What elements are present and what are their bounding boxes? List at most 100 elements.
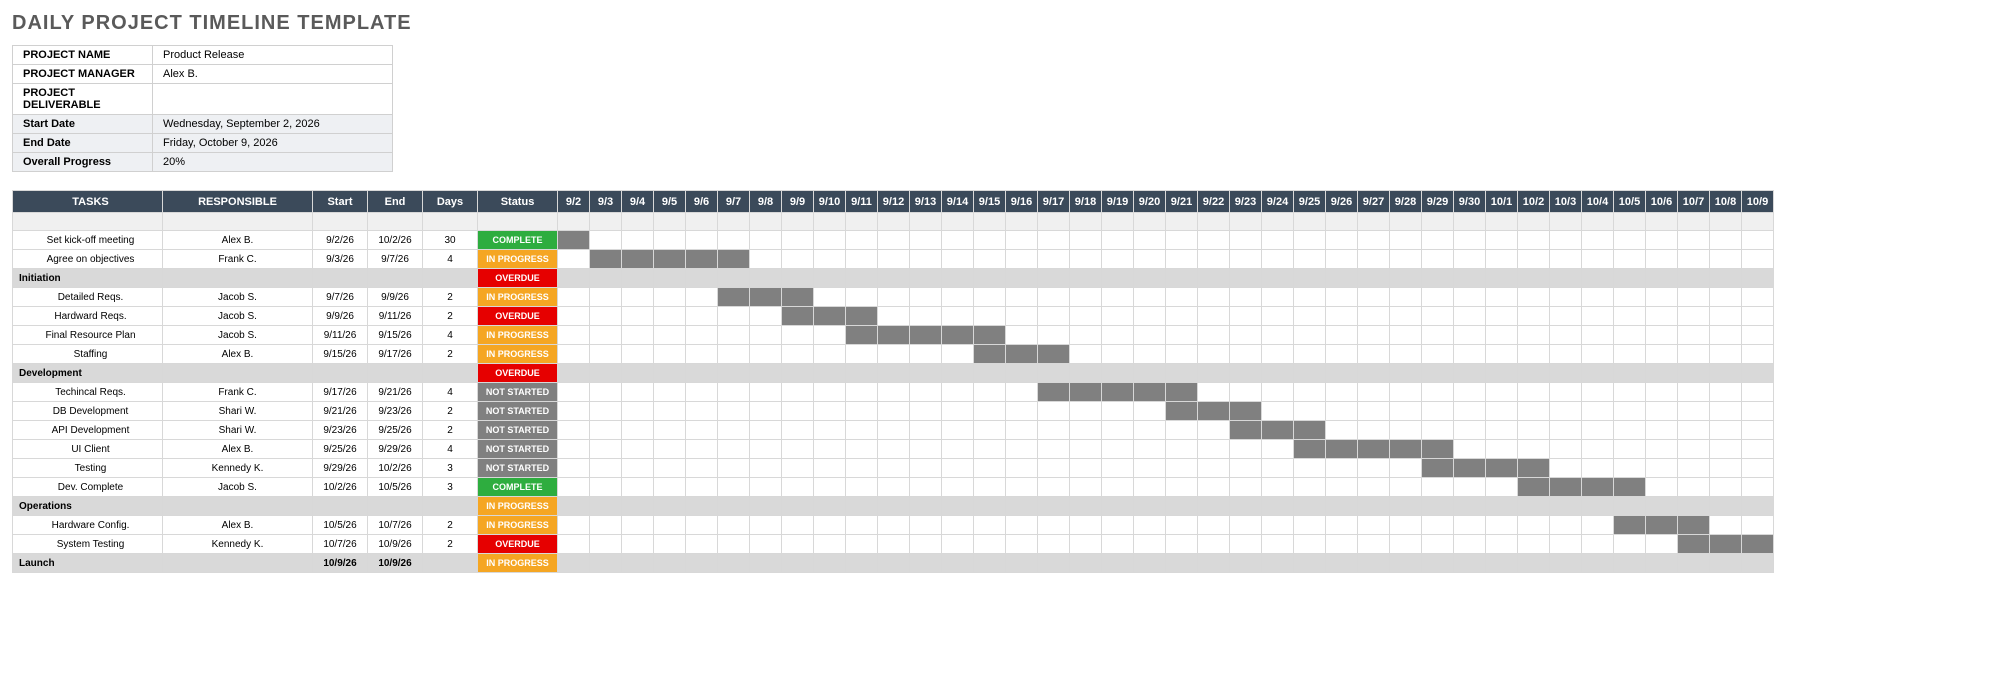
gantt-cell [878,345,910,364]
spacer-cell [1198,213,1230,231]
section-days [423,364,478,383]
task-name[interactable]: Agree on objectives [13,250,163,269]
meta-value[interactable]: Wednesday, September 2, 2026 [153,115,393,134]
task-name[interactable]: Techincal Reqs. [13,383,163,402]
section-status: OVERDUE [478,364,558,383]
gantt-cell [974,478,1006,497]
task-name[interactable]: DB Development [13,402,163,421]
gantt-cell [814,250,846,269]
section-day-cell [1742,269,1774,288]
gantt-bar-cell [1742,535,1774,554]
gantt-bar-cell [1422,440,1454,459]
spacer-cell [942,213,974,231]
gantt-cell [878,307,910,326]
spacer-cell [1582,213,1614,231]
spacer-cell [1006,213,1038,231]
task-name[interactable]: Testing [13,459,163,478]
task-name[interactable]: Hardware Config. [13,516,163,535]
task-status: NOT STARTED [478,440,558,459]
spacer-cell [1710,213,1742,231]
meta-value[interactable]: Friday, October 9, 2026 [153,134,393,153]
status-badge: NOT STARTED [478,383,557,401]
gantt-cell [1294,250,1326,269]
spacer-cell [1038,213,1070,231]
task-start: 9/11/26 [313,326,368,345]
spacer-cell [1102,213,1134,231]
section-day-cell [1646,554,1678,573]
task-start: 10/5/26 [313,516,368,535]
gantt-cell [558,421,590,440]
task-responsible: Kennedy K. [163,535,313,554]
gantt-cell [654,516,686,535]
gantt-cell [1614,288,1646,307]
task-name[interactable]: Detailed Reqs. [13,288,163,307]
gantt-cell [1646,250,1678,269]
task-name[interactable]: UI Client [13,440,163,459]
spacer-cell [750,213,782,231]
spacer-cell [1550,213,1582,231]
task-start: 9/7/26 [313,288,368,307]
gantt-cell [1582,516,1614,535]
gantt-cell [1454,440,1486,459]
section-days [423,269,478,288]
task-name[interactable]: Dev. Complete [13,478,163,497]
section-day-cell [1646,269,1678,288]
gantt-cell [1006,326,1038,345]
gantt-cell [750,516,782,535]
task-status: IN PROGRESS [478,345,558,364]
gantt-cell [1102,307,1134,326]
gantt-cell [1614,535,1646,554]
meta-value[interactable] [153,84,393,115]
task-end: 10/5/26 [368,478,423,497]
task-name[interactable]: System Testing [13,535,163,554]
gantt-cell [558,535,590,554]
task-name[interactable]: API Development [13,421,163,440]
gantt-cell [1070,402,1102,421]
task-start: 9/15/26 [313,345,368,364]
gantt-bar-cell [846,307,878,326]
gantt-cell [878,250,910,269]
gantt-cell [1422,288,1454,307]
task-days: 2 [423,516,478,535]
gantt-bar-cell [878,326,910,345]
gantt-cell [590,478,622,497]
task-responsible: Jacob S. [163,307,313,326]
gantt-bar-cell [1422,459,1454,478]
gantt-cell [558,516,590,535]
section-day-cell [1326,497,1358,516]
status-badge: NOT STARTED [478,421,557,439]
task-responsible: Shari W. [163,402,313,421]
gantt-bar-cell [1614,478,1646,497]
gantt-cell [1678,250,1710,269]
gantt-cell [1422,250,1454,269]
task-name[interactable]: Set kick-off meeting [13,231,163,250]
task-name[interactable]: Hardward Reqs. [13,307,163,326]
gantt-cell [846,345,878,364]
gantt-cell [1006,440,1038,459]
task-name[interactable]: Final Resource Plan [13,326,163,345]
section-day-cell [878,554,910,573]
gantt-cell [1038,326,1070,345]
gantt-cell [718,440,750,459]
gantt-cell [558,250,590,269]
gantt-cell [1166,459,1198,478]
section-day-cell [622,497,654,516]
gantt-cell [1390,459,1422,478]
task-name[interactable]: Staffing [13,345,163,364]
gantt-bar-cell [1134,383,1166,402]
meta-value[interactable]: Product Release [153,46,393,65]
gantt-cell [1102,250,1134,269]
meta-value[interactable]: Alex B. [153,65,393,84]
gantt-cell [1294,326,1326,345]
gantt-cell [1710,307,1742,326]
section-day-cell [1678,497,1710,516]
gantt-cell [1646,535,1678,554]
gantt-cell [1518,535,1550,554]
gantt-cell [1358,326,1390,345]
gantt-cell [1134,421,1166,440]
gantt-bar-cell [1710,535,1742,554]
gantt-cell [1710,440,1742,459]
meta-value[interactable]: 20% [153,153,393,172]
col-header-day: 9/13 [910,191,942,213]
gantt-cell [814,440,846,459]
